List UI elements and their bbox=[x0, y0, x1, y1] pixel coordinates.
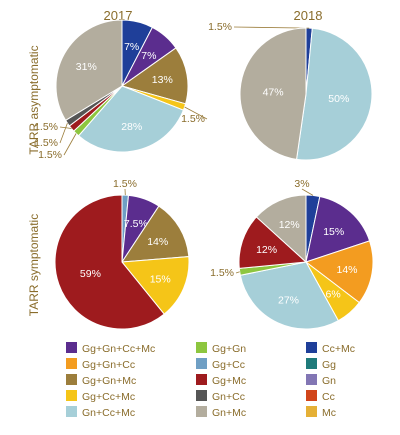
slice-label-CcMc: 1.5% bbox=[208, 21, 232, 33]
pie-slice-GgGnMc bbox=[120, 47, 189, 105]
legend-item-Gn: Gn bbox=[306, 374, 336, 387]
legend-swatch bbox=[66, 406, 77, 417]
slice-label-GgCc: 1.5% bbox=[113, 178, 137, 190]
legend-swatch bbox=[196, 358, 207, 369]
legend-swatch bbox=[306, 390, 317, 401]
legend-item-CcMc: Cc+Mc bbox=[306, 342, 355, 355]
legend-item-GnCc: Gn+Cc bbox=[196, 390, 245, 403]
slice-label-GnMc: 12% bbox=[279, 219, 300, 231]
pie-slice-GgMc bbox=[54, 194, 165, 330]
legend-item-GgGnCc: Gg+Gn+Cc bbox=[66, 358, 135, 371]
legend-swatch bbox=[66, 390, 77, 401]
legend-label: Gg+Gn+Cc bbox=[82, 359, 135, 371]
pie-slice-GgGnCc bbox=[304, 240, 374, 304]
leader-line-GgGn bbox=[63, 133, 77, 156]
legend-item-GgGnMc: Gg+Gn+Mc bbox=[66, 374, 136, 387]
row-label-symptomatic: TARR symptomatic bbox=[27, 214, 41, 316]
pie-2017-asymptomatic: 7%7%13%1.5%28%1.5%1.5%1.5%31% bbox=[34, 19, 208, 161]
legend-swatch bbox=[196, 390, 207, 401]
slice-label-GnCc: 1.5% bbox=[34, 137, 58, 149]
leader-line-GgCcMc bbox=[184, 106, 208, 120]
legend-label: Gg+Cc bbox=[212, 359, 245, 371]
pie-slice-GnCcMc bbox=[77, 85, 185, 153]
pie-slice-GgCcMc bbox=[121, 256, 190, 315]
legend-label: Cc bbox=[322, 391, 335, 403]
pie-slice-GgMc bbox=[238, 216, 308, 269]
row-label-asymptomatic: TARR asymptomatic bbox=[27, 45, 41, 154]
legend-item-Cc: Cc bbox=[306, 390, 335, 403]
legend-item-GgGnCcMc: Gg+Gn+Cc+Mc bbox=[66, 342, 155, 355]
legend-swatch bbox=[66, 342, 77, 353]
slice-label-GnCcMc: 28% bbox=[121, 121, 142, 133]
slice-label-GgGn: 1.5% bbox=[210, 267, 234, 279]
column-title-2017: 2017 bbox=[104, 8, 133, 23]
legend-label: Gg bbox=[322, 359, 336, 371]
slice-label-GgGnCcMc: 7.5% bbox=[124, 218, 148, 230]
legend-swatch bbox=[306, 358, 317, 369]
column-title-2018: 2018 bbox=[294, 8, 323, 23]
pie-slice-GnMc bbox=[55, 19, 123, 121]
slice-label-GnMc: 31% bbox=[76, 61, 97, 73]
legend-item-GnCcMc: Gn+Cc+Mc bbox=[66, 406, 135, 419]
legend-swatch bbox=[66, 374, 77, 385]
pie-slice-GgGnMc bbox=[121, 205, 190, 263]
pie-slice-GnMc bbox=[239, 27, 307, 160]
legend-swatch bbox=[196, 406, 207, 417]
slice-label-GgGn: 1.5% bbox=[38, 149, 62, 161]
slice-label-GgGnCc: 14% bbox=[336, 264, 357, 276]
pie-slice-GnCcMc bbox=[239, 261, 339, 330]
legend-label: Gn+Mc bbox=[212, 407, 246, 419]
slice-label-CcMc: 3% bbox=[294, 178, 309, 190]
legend-label: Cc+Mc bbox=[322, 343, 355, 355]
legend-item-GgGn: Gg+Gn bbox=[196, 342, 246, 355]
legend-label: Gg+Gn+Cc+Mc bbox=[82, 343, 155, 355]
legend-label: Gn bbox=[322, 375, 336, 387]
legend-label: Gg+Gn bbox=[212, 343, 246, 355]
slice-label-GnCcMc: 50% bbox=[328, 93, 349, 105]
legend-swatch bbox=[196, 374, 207, 385]
legend-item-Mc: Mc bbox=[306, 406, 336, 419]
slice-label-GgGnMc: 13% bbox=[152, 74, 173, 86]
legend-label: Gg+Mc bbox=[212, 375, 246, 387]
legend-swatch bbox=[306, 406, 317, 417]
legend-swatch bbox=[306, 342, 317, 353]
slice-label-GgCcMc: 6% bbox=[326, 289, 341, 301]
pies-group: 7%7%13%1.5%28%1.5%1.5%1.5%31%1.5%50%47%1… bbox=[34, 19, 374, 330]
legend-item-Gg: Gg bbox=[306, 358, 336, 371]
legend-label: Mc bbox=[322, 407, 336, 419]
legend-item-GnMc: Gn+Mc bbox=[196, 406, 246, 419]
legend-label: Gn+Cc+Mc bbox=[82, 407, 135, 419]
pie-2018-asymptomatic: 1.5% 50% 47% bbox=[208, 21, 373, 161]
legend-item-GgCcMc: Gg+Cc+Mc bbox=[66, 390, 135, 403]
leader-line-CcMc bbox=[233, 26, 310, 29]
pie-slice-GnCcMc bbox=[295, 27, 373, 161]
slice-label-GgCcMc: 1.5% bbox=[181, 113, 205, 125]
slice-label-GgMc: 59% bbox=[80, 268, 101, 280]
slice-label-CcMc: 7% bbox=[124, 41, 139, 53]
slice-label-GnMc: 47% bbox=[263, 87, 284, 99]
slice-label-GgGnCcMc: 7% bbox=[141, 50, 156, 62]
leader-line-CcMc bbox=[301, 188, 314, 196]
slice-label-GgMc: 12% bbox=[256, 244, 277, 256]
pie-2017-symptomatic: 1.5% 7.5% 14% 15% 59% bbox=[54, 178, 190, 330]
legend-label: Gg+Gn+Mc bbox=[82, 375, 136, 387]
slice-label-GgCcMc: 15% bbox=[150, 273, 171, 285]
legend-label: Gn+Cc bbox=[212, 391, 245, 403]
pie-slice-GnMc bbox=[255, 194, 307, 264]
legend: Gg+Gn+Cc+Mc Gg+Gn Cc+Mc Gg+Gn+Cc Gg+Cc Gg Gg+G… bbox=[66, 342, 355, 419]
slice-label-GgGnCcMc: 15% bbox=[323, 226, 344, 238]
legend-item-GgCc: Gg+Cc bbox=[196, 358, 245, 371]
legend-label: Gg+Cc+Mc bbox=[82, 391, 135, 403]
legend-swatch bbox=[306, 374, 317, 385]
pie-2018-symptomatic: 3% 15% 14% 6% 27% 1.5% 12% 12% bbox=[210, 178, 374, 330]
leader-line-GnCc bbox=[59, 122, 68, 144]
legend-item-GgMc: Gg+Mc bbox=[196, 374, 246, 387]
leader-line-GgGn bbox=[235, 271, 240, 274]
slice-label-GgGnMc: 14% bbox=[147, 236, 168, 248]
legend-swatch bbox=[66, 358, 77, 369]
slice-label-GgMc: 1.5% bbox=[34, 121, 58, 133]
legend-swatch bbox=[196, 342, 207, 353]
slice-label-GnCcMc: 27% bbox=[278, 295, 299, 307]
